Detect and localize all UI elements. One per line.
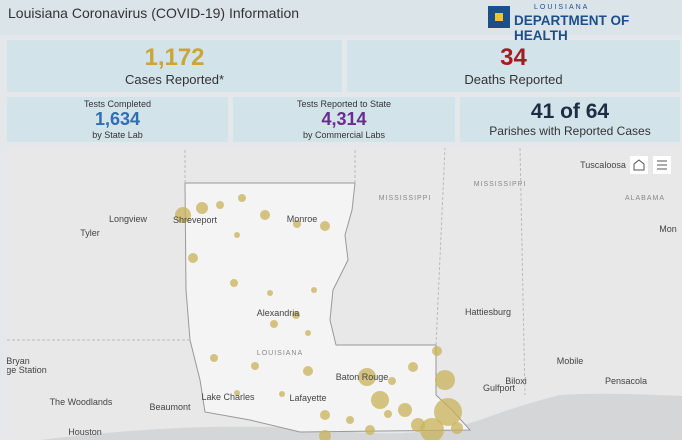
deaths-card: 34 Deaths Reported — [347, 40, 680, 92]
place-label: Lafayette — [289, 393, 326, 403]
logo-state: LOUISIANA — [534, 4, 590, 11]
place-label: Tyler — [80, 228, 100, 238]
card-label: by Commercial Labs — [302, 130, 386, 140]
case-bubbles — [175, 194, 463, 440]
place-label: Pensacola — [605, 376, 647, 386]
card-heading: Tests Reported to State — [296, 99, 392, 109]
card-label: by State Lab — [92, 130, 143, 140]
cases-card: 1,172 Cases Reported* — [7, 40, 342, 92]
place-label: ALABAMA — [625, 195, 665, 202]
place-label: Alexandria — [257, 308, 300, 318]
place-label: Houston — [68, 427, 102, 437]
gulf — [40, 393, 682, 440]
parishes-card: 41 of 64 Parishes with Reported Cases — [460, 97, 680, 142]
place-label: Biloxi — [505, 376, 527, 386]
place-label: The Woodlands — [50, 397, 113, 407]
map-controls — [630, 156, 671, 174]
place-label: LOUISIANA — [257, 350, 303, 357]
state-borders — [7, 148, 526, 396]
map[interactable]: Shreveport Longview Tyler Monroe MISSISSIPPI… — [7, 148, 682, 440]
deaths-label: Deaths Reported — [464, 72, 563, 87]
card-value: 4,314 — [321, 109, 367, 129]
legend-icon — [657, 160, 667, 170]
place-label: ege Station — [7, 365, 47, 375]
state-tests-card: Tests Completed 1,634 by State Lab — [7, 97, 228, 142]
place-label: Tuscaloosa — [580, 160, 626, 170]
place-label: MISSISSIPPI — [474, 181, 527, 188]
place-label: Mon — [659, 224, 677, 234]
place-label: Bryan — [7, 356, 30, 366]
cases-label: Cases Reported* — [125, 72, 224, 87]
place-label: Baton Rouge — [336, 372, 389, 382]
place-label: Longview — [109, 214, 148, 224]
commercial-tests-card: Tests Reported to State 4,314 by Commerc… — [233, 97, 455, 142]
home-icon — [633, 159, 645, 171]
deaths-value: 34 — [500, 44, 527, 71]
place-labels: Shreveport Longview Tyler Monroe MISSISSIPPI… — [7, 160, 677, 437]
logo: LOUISIANA DEPARTMENT OF HEALTH — [488, 4, 676, 43]
home-button[interactable] — [630, 156, 648, 174]
place-label: Mobile — [557, 356, 584, 366]
parishes-label: Parishes with Reported Cases — [489, 124, 651, 138]
title: Louisiana Coronavirus (COVID-19) Informa… — [8, 5, 300, 21]
place-label: MISSISSIPPI — [379, 195, 432, 202]
place-label: Shreveport — [173, 215, 218, 225]
logo-org: DEPARTMENT OF HEALTH — [514, 13, 630, 43]
place-label: Beaumont — [149, 402, 191, 412]
parishes-value: 41 of 64 — [530, 100, 610, 123]
header: Louisiana Coronavirus (COVID-19) Informa… — [0, 0, 682, 43]
card-heading: Tests Completed — [83, 99, 152, 109]
logo-mark — [488, 6, 510, 28]
place-label: Lake Charles — [201, 392, 255, 402]
place-label: Gulfport — [483, 383, 516, 393]
place-label: Hattiesburg — [465, 307, 511, 317]
card-value: 1,634 — [94, 109, 141, 129]
cases-value: 1,172 — [144, 44, 205, 71]
place-label: Monroe — [287, 214, 318, 224]
